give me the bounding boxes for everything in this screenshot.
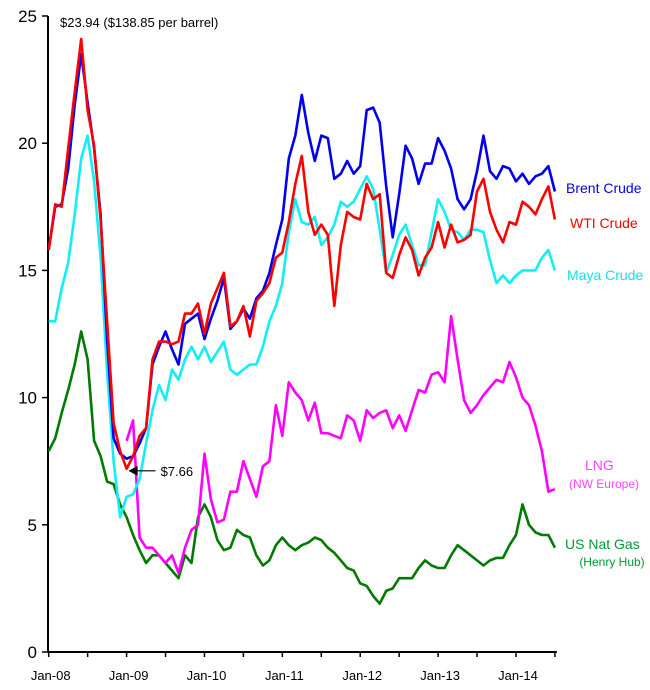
- series-line-us-nat-gas: [47, 330, 557, 606]
- peak-annotation: $23.94 ($138.85 per barrel): [60, 15, 218, 30]
- y-tick-label: 15: [18, 261, 37, 280]
- series-label: Maya Crude: [567, 267, 643, 283]
- series-label: LNG: [585, 457, 614, 473]
- y-tick-label: 20: [18, 134, 37, 153]
- annotation-arrow-head: [128, 465, 138, 476]
- series-label: US Nat Gas: [565, 536, 640, 552]
- series-sublabel: (NW Europe): [569, 477, 639, 491]
- x-tick-label: Jan-14: [498, 668, 538, 683]
- series-label: WTI Crude: [570, 215, 638, 231]
- y-tick-label: 5: [28, 516, 37, 535]
- x-tick-label: Jan-09: [109, 668, 149, 683]
- series-lines: [47, 37, 557, 606]
- y-tick-label: 25: [18, 7, 37, 26]
- x-tick-label: Jan-08: [31, 668, 71, 683]
- axes: 0 5 10 15 20 25 Jan-08 Jan-09 Jan-10 Jan-11 Jan-12…: [18, 7, 557, 683]
- x-tick-label: Jan-12: [342, 668, 382, 683]
- series-line-wti-crude: [47, 37, 557, 471]
- x-tick-label: Jan-13: [420, 668, 460, 683]
- y-tick-label: 10: [18, 389, 37, 408]
- trough-annotation: $7.66: [161, 464, 194, 479]
- series-sublabel: (Henry Hub): [579, 555, 644, 569]
- series-line-lng: [125, 314, 556, 575]
- x-tick-label: Jan-11: [265, 668, 304, 683]
- y-tick-label: 0: [28, 643, 37, 662]
- x-tick-label: Jan-10: [187, 668, 227, 683]
- series-line-brent-crude: [47, 52, 557, 461]
- series-labels: Brent Crude WTI Crude Maya Crude LNG (NW Eur…: [565, 180, 645, 569]
- series-label: Brent Crude: [566, 180, 642, 196]
- annotations: $23.94 ($138.85 per barrel) $7.66: [60, 15, 218, 479]
